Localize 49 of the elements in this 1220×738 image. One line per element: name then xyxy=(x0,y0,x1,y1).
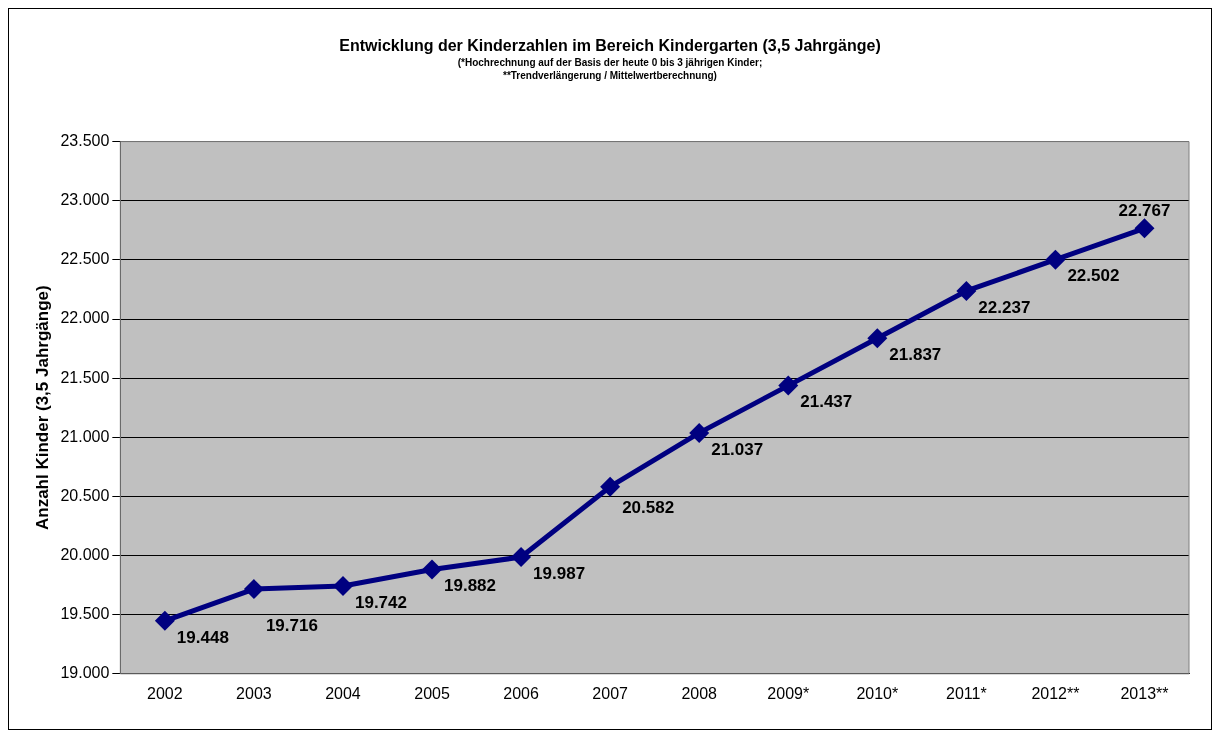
x-tick-label: 2011* xyxy=(946,684,987,702)
x-tick-label: 2006 xyxy=(503,684,539,702)
point xyxy=(154,610,175,631)
y-tick-label: 19.500 xyxy=(60,605,110,623)
x-tick-label: 2004 xyxy=(325,684,361,702)
point xyxy=(1045,249,1066,270)
point xyxy=(332,576,353,597)
y-axis-title: Anzahl Kinder (3,5 Jahrgänge) xyxy=(32,285,52,531)
y-tick-label: 20.000 xyxy=(60,545,110,563)
data-label: 22.502 xyxy=(1067,266,1120,286)
x-tick-label: 2010* xyxy=(856,684,899,702)
data-label: 20.582 xyxy=(622,498,675,518)
data-label: 21.437 xyxy=(800,392,853,412)
chart-subtitle: (*Hochrechnung auf der Basis der heute 0 bis 3 jährigen Kinder; **Trendverlängerung / Mittelwertberechnung) xyxy=(456,57,764,81)
y-tick-label: 23.000 xyxy=(60,191,110,209)
data-label: 19.882 xyxy=(444,576,497,596)
point xyxy=(511,547,532,568)
x-tick-label: 2013** xyxy=(1120,684,1169,702)
x-tick-label: 2007 xyxy=(592,684,629,702)
x-tick-label: 2009* xyxy=(767,684,810,702)
data-label: 19.716 xyxy=(265,616,318,636)
data-label: 22.767 xyxy=(1118,201,1171,221)
point xyxy=(689,422,710,443)
y-tick-label: 22.500 xyxy=(60,250,110,268)
x-tick-label: 2005 xyxy=(414,684,450,702)
y-tick-label: 20.500 xyxy=(60,486,110,504)
y-tick-label: 23.500 xyxy=(60,132,110,150)
data-label: 21.837 xyxy=(889,344,942,364)
x-tick-label: 2003 xyxy=(236,684,272,702)
point xyxy=(956,280,977,301)
y-tick-label: 21.500 xyxy=(60,368,110,386)
y-tick-label: 21.000 xyxy=(60,427,110,445)
y-tick-label: 19.000 xyxy=(60,664,110,682)
x-tick-label: 2008 xyxy=(681,684,718,702)
data-label: 19.742 xyxy=(354,592,407,612)
data-label: 19.987 xyxy=(533,563,586,583)
point xyxy=(422,559,443,580)
x-tick-label: 2012** xyxy=(1031,684,1080,702)
point xyxy=(243,579,264,600)
point xyxy=(600,476,621,497)
point xyxy=(778,375,799,396)
data-label: 19.448 xyxy=(176,627,229,647)
point xyxy=(867,328,888,349)
y-tick-label: 22.000 xyxy=(60,309,110,327)
x-tick-label: 2002 xyxy=(147,684,183,702)
chart-title: Entwicklung der Kinderzahlen im Bereich Kindergarten (3,5 Jahrgänge) xyxy=(338,37,882,55)
data-label: 21.037 xyxy=(711,439,764,459)
point xyxy=(1134,218,1155,239)
data-label: 22.237 xyxy=(978,297,1031,317)
